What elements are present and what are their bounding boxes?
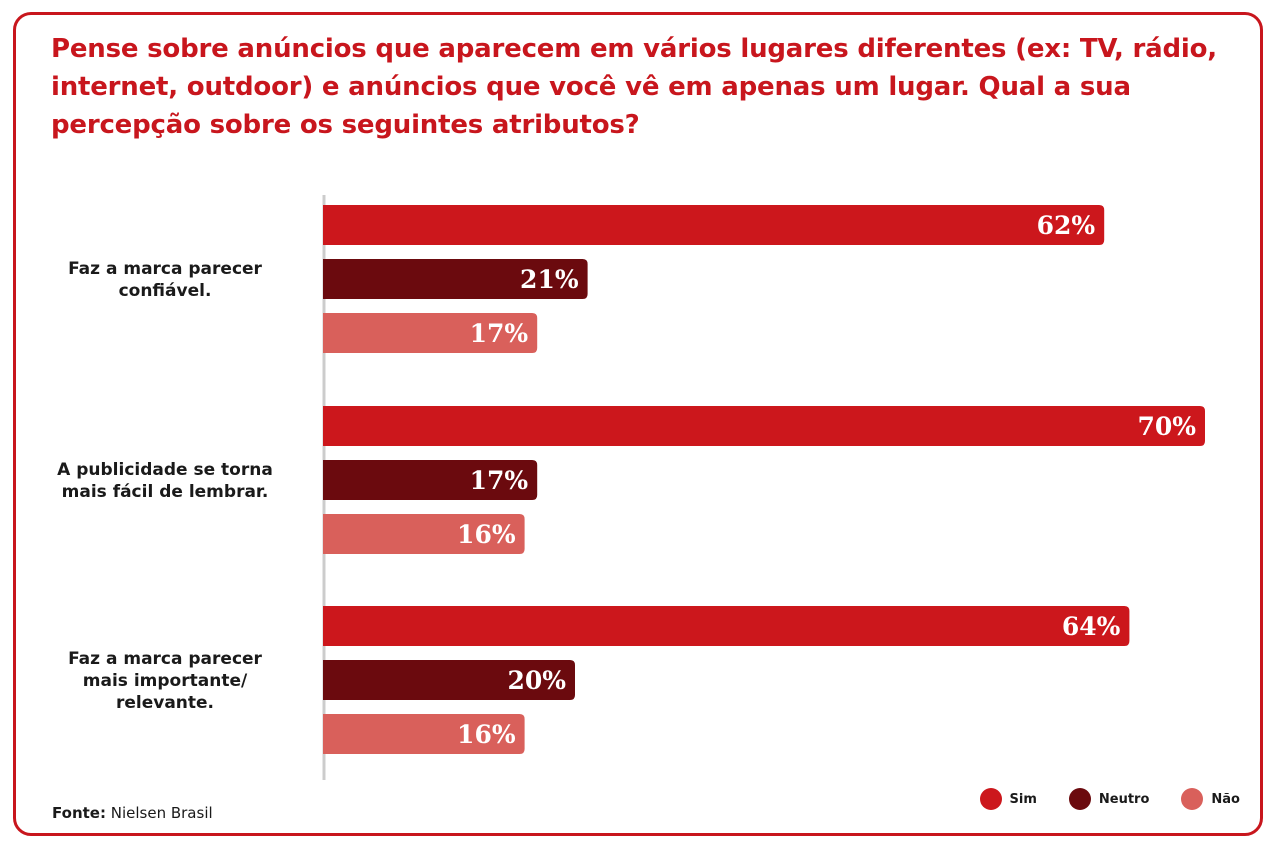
category-label: A publicidade se torna [57, 460, 273, 480]
legend-label-nao: Não [1211, 791, 1240, 807]
bar-nao-3 [323, 714, 525, 754]
bar-nao-2 [323, 514, 525, 554]
bar-sim-3 [323, 606, 1130, 646]
source-text: Nielsen Brasil [110, 804, 213, 822]
value-label-sim-3: 64% [1062, 612, 1121, 641]
bar-nao-1 [323, 313, 538, 353]
legend-dot-sim [979, 788, 1002, 810]
legend-dot-neutro [1068, 788, 1091, 810]
value-label-neutro-2: 17% [470, 466, 529, 495]
legend-label-neutro: Neutro [1098, 791, 1150, 807]
category-label: relevante. [116, 693, 214, 713]
value-label-sim-2: 70% [1137, 412, 1196, 441]
category-label: confiável. [119, 281, 212, 301]
legend-item-sim: Sim [979, 788, 1037, 810]
value-label-nao-2: 16% [457, 520, 516, 549]
legend-dot-nao [1181, 788, 1204, 810]
chart-title: Pense sobre anúncios que aparecem em vár… [51, 34, 1217, 140]
chart-frame [13, 12, 1263, 836]
bar-neutro-1 [323, 259, 588, 299]
source-note: Fonte: Nielsen Brasil [52, 804, 213, 822]
value-label-sim-1: 62% [1037, 211, 1096, 240]
category-label: mais fácil de lembrar. [62, 482, 269, 502]
category-label: Faz a marca parecer [68, 259, 262, 279]
category-label: Faz a marca parecer [68, 649, 262, 669]
legend-label-sim: Sim [1009, 791, 1037, 807]
bar-neutro-3 [323, 660, 575, 700]
legend-item-neutro: Neutro [1068, 788, 1150, 810]
bar-neutro-2 [323, 460, 538, 500]
legend-item-nao: Não [1181, 788, 1240, 810]
bar-sim-2 [323, 406, 1205, 446]
value-label-neutro-3: 20% [507, 666, 566, 695]
value-label-nao-1: 17% [470, 319, 529, 348]
source-label: Fonte: [52, 804, 106, 822]
bar-sim-1 [323, 205, 1105, 245]
chart-legend: Sim Neutro Não [948, 788, 1240, 810]
category-label: mais importante/ [83, 671, 248, 691]
value-label-neutro-1: 21% [520, 265, 579, 294]
value-label-nao-3: 16% [457, 720, 516, 749]
